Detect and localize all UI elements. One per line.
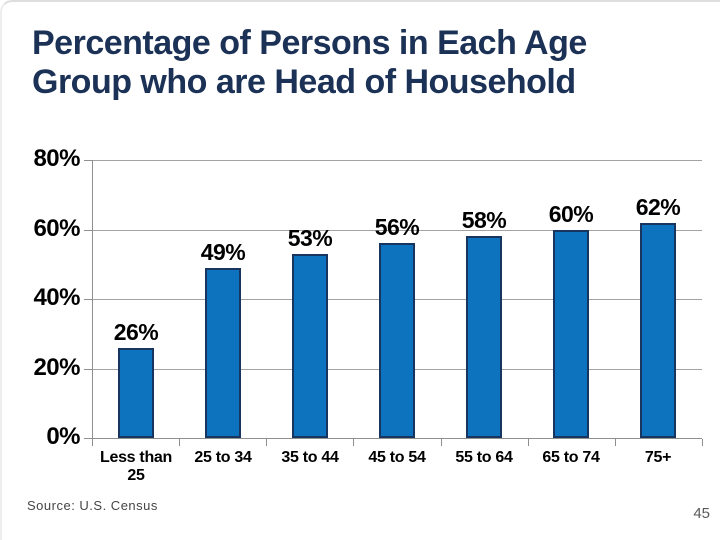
bar-75+: [640, 223, 676, 438]
x-axis-category-label: 45 to 54: [368, 449, 426, 466]
bar-45-to-54: [379, 243, 415, 438]
x-axis-category-label: 75+: [644, 449, 672, 466]
bar-value-label: 58%: [461, 207, 507, 233]
x-axis-tick: [92, 439, 93, 446]
x-axis-category-label: 25 to 34: [194, 449, 252, 466]
x-axis-tick: [441, 439, 442, 446]
bar-25-to-34: [205, 268, 241, 438]
bar-value-label: 26%: [113, 319, 159, 345]
y-axis-tick-label: 0%: [46, 423, 80, 450]
y-axis-tick-label: 20%: [33, 354, 80, 381]
bar-value-label: 60%: [548, 201, 594, 227]
y-axis-tick-label: 80%: [33, 145, 80, 172]
y-axis-tick: [84, 299, 92, 300]
x-axis-category-label: 55 to 64: [455, 449, 513, 466]
bar-55-to-64: [466, 236, 502, 438]
bar-less-than-25: [118, 348, 154, 438]
y-axis-tick-label: 60%: [33, 215, 80, 242]
y-axis-tick: [84, 230, 92, 231]
x-axis-tick: [266, 439, 267, 446]
source-note: Source: U.S. Census: [27, 498, 158, 513]
x-axis-tick: [702, 439, 703, 446]
x-axis-line: [92, 438, 702, 439]
bar-value-label: 56%: [374, 214, 420, 240]
chart-title: Percentage of Persons in Each Age Group …: [32, 24, 587, 101]
x-axis-tick: [353, 439, 354, 446]
y-axis-line: [92, 160, 93, 438]
x-axis-tick: [179, 439, 180, 446]
page-number: 45: [693, 505, 710, 522]
y-axis-tick: [84, 438, 92, 439]
bar-35-to-44: [292, 254, 328, 438]
y-gridline: [92, 160, 702, 161]
bar-65-to-74: [553, 230, 589, 438]
y-gridline: [92, 230, 702, 231]
x-axis-tick: [528, 439, 529, 446]
bar-value-label: 62%: [635, 194, 681, 220]
y-axis-tick: [84, 369, 92, 370]
y-axis-tick: [84, 160, 92, 161]
bar-value-label: 53%: [287, 225, 333, 251]
x-axis-category-label: 35 to 44: [281, 449, 339, 466]
bar-value-label: 49%: [200, 239, 246, 265]
x-axis-tick: [615, 439, 616, 446]
x-axis-category-label: 65 to 74: [542, 449, 600, 466]
y-axis-tick-label: 40%: [33, 284, 80, 311]
x-axis-category-label: Less than 25: [100, 449, 172, 484]
